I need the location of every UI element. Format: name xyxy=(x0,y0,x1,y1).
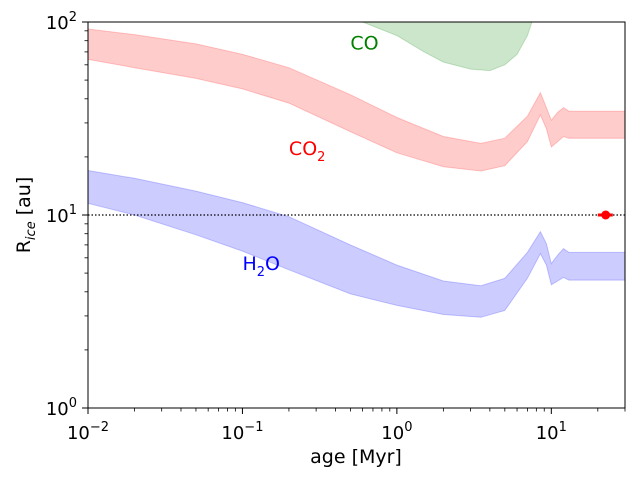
bands-layer xyxy=(88,22,625,318)
y-tick-label: 100 xyxy=(46,396,77,420)
band-label: CO2 xyxy=(289,138,326,165)
band-co2 xyxy=(88,28,625,172)
x-tick-label: 101 xyxy=(536,420,567,444)
data-point-layer xyxy=(597,210,613,220)
y-axis-ticks: 100 101 102 xyxy=(46,10,88,420)
y-axis-label-text: Rice [au] xyxy=(13,177,39,254)
x-axis-ticks: 10−2 10−1 100 101 xyxy=(67,408,626,444)
band-labels: H2O CO2 CO xyxy=(242,33,378,280)
x-tick-label: 10−1 xyxy=(221,420,263,444)
y-tick-label: 101 xyxy=(46,203,77,227)
x-axis-label: age [Myr] xyxy=(310,446,402,468)
y-tick-label: 102 xyxy=(46,10,77,34)
band-label: H2O xyxy=(242,253,280,280)
band-h2o xyxy=(88,169,625,318)
x-tick-label: 10−2 xyxy=(67,420,109,444)
data-point xyxy=(601,210,611,220)
y-axis-label: Rice [au] xyxy=(13,177,39,254)
band-label: CO xyxy=(350,33,378,55)
x-tick-label: 100 xyxy=(381,420,412,444)
band-co xyxy=(362,22,564,72)
